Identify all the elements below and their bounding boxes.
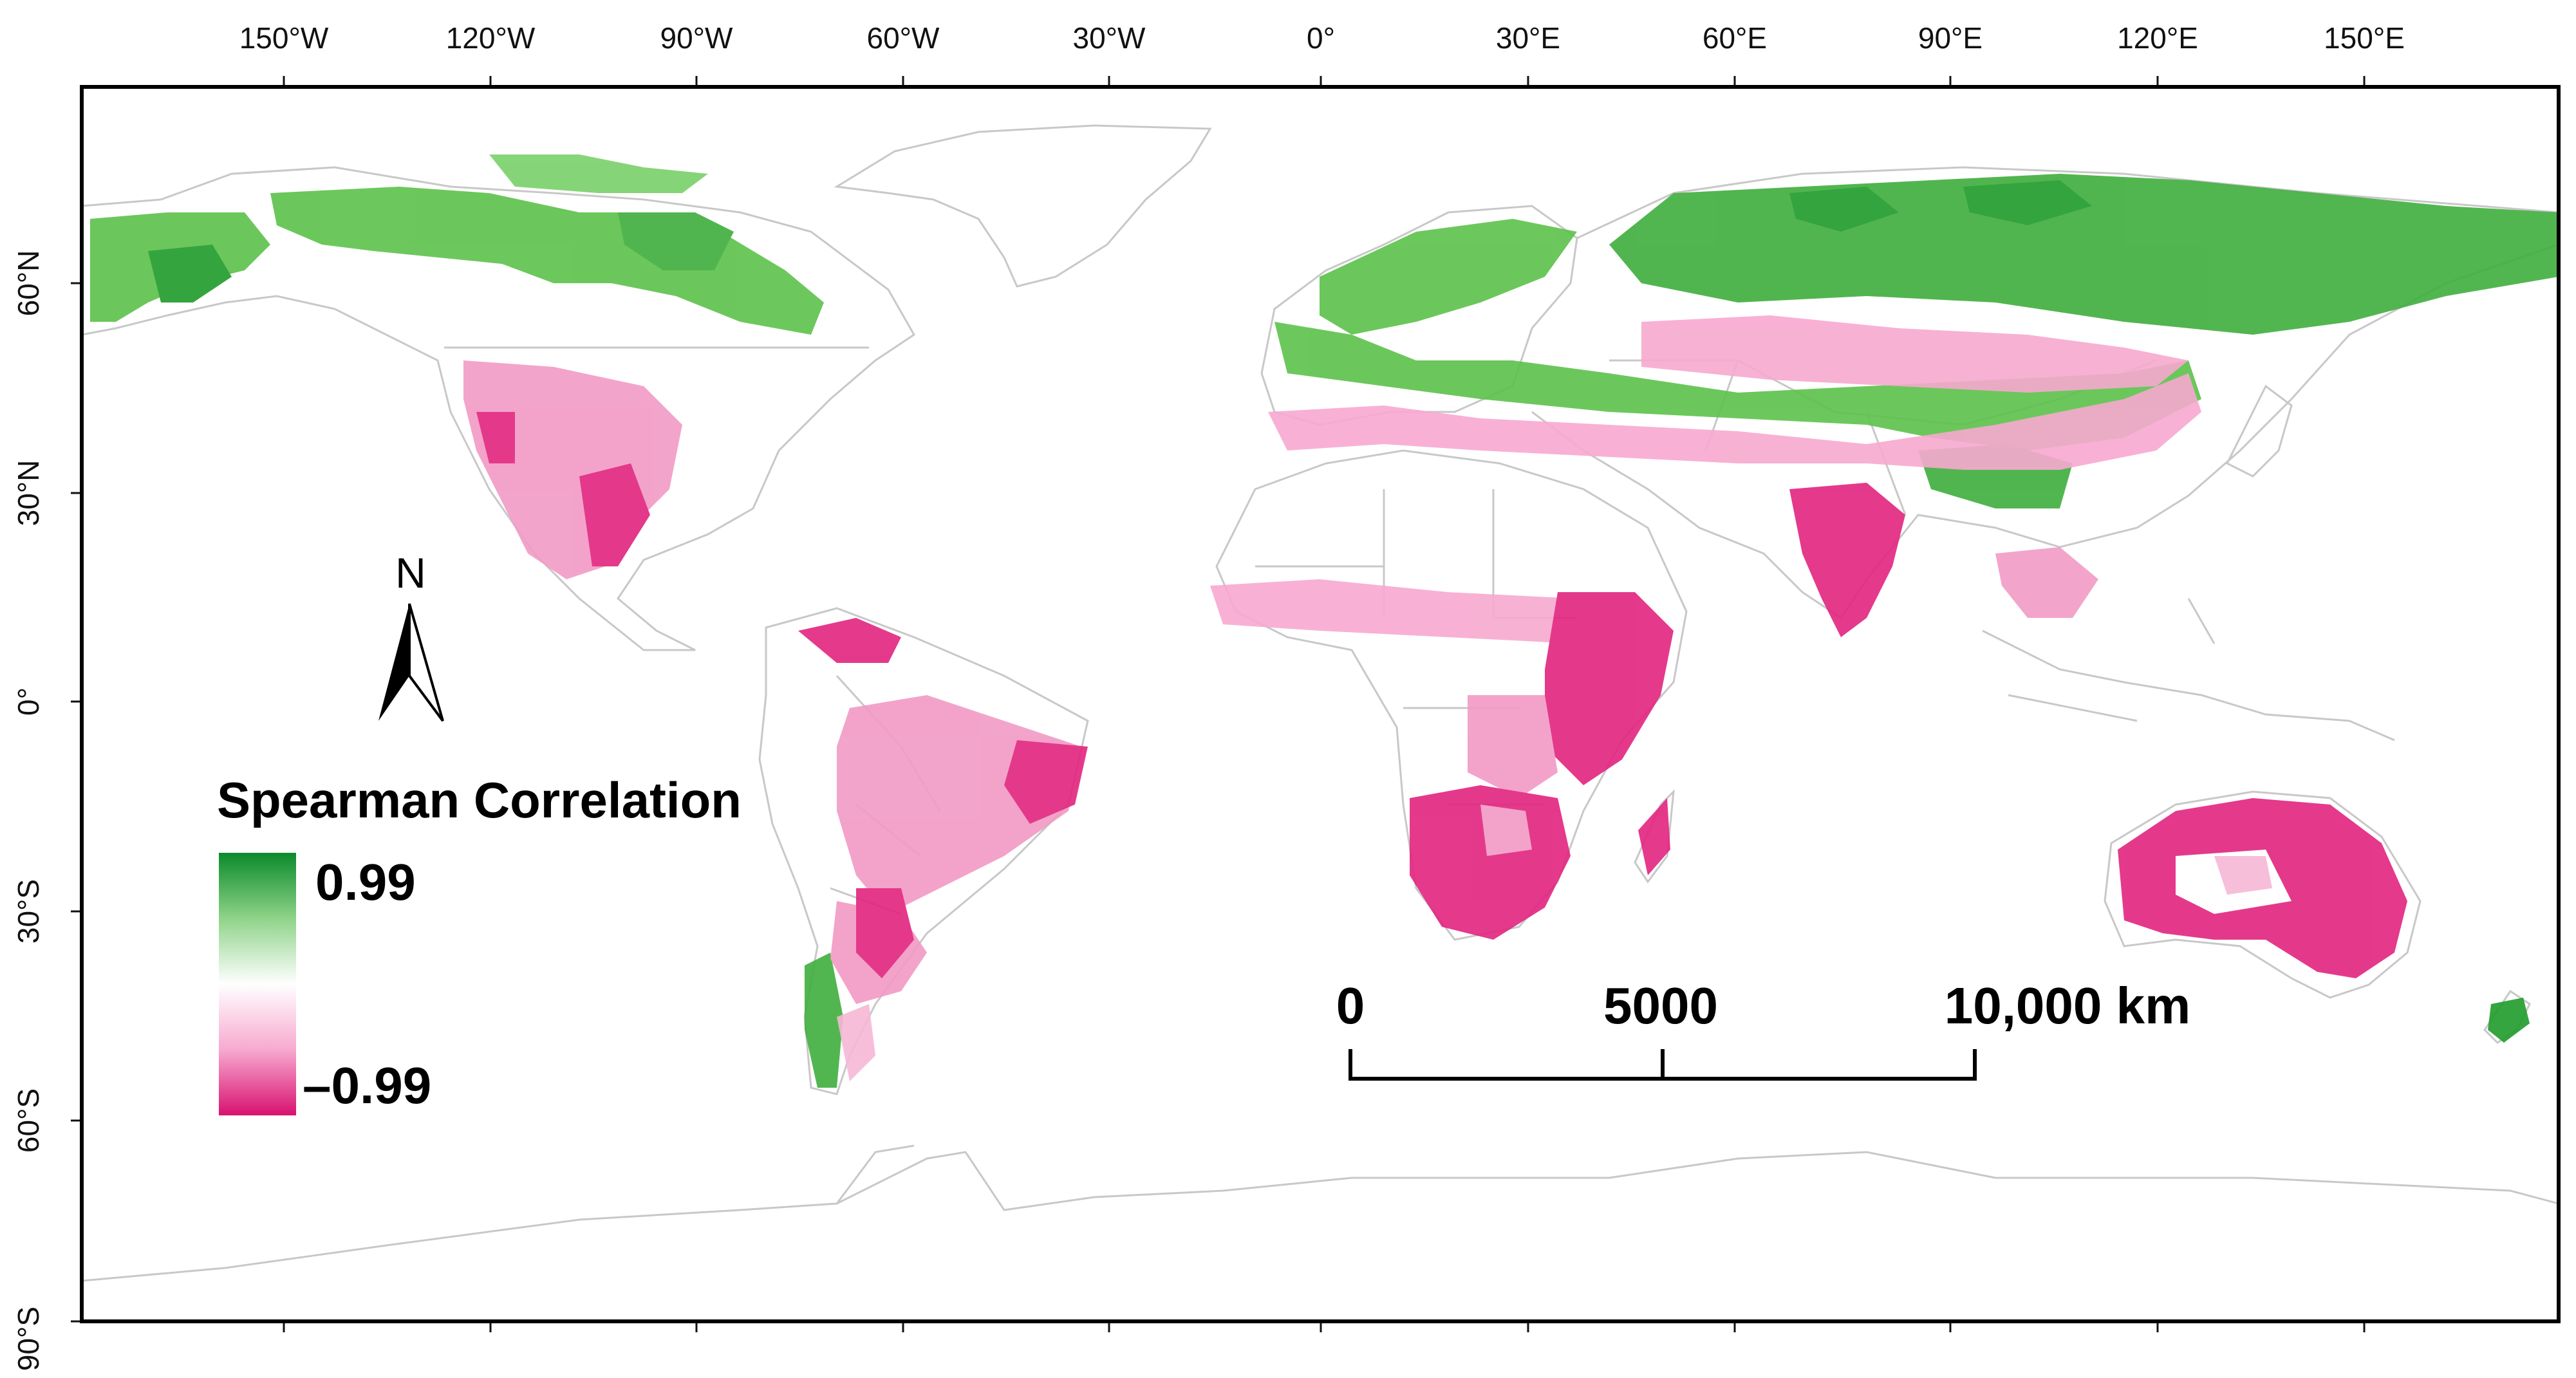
legend-color-bar [219, 853, 296, 1115]
scale-bar-line [1349, 1049, 1977, 1081]
legend-title: Spearman Correlation [217, 772, 742, 828]
lat-tick-label: 0° [12, 687, 45, 716]
longitude-tick-labels: 150°W 120°W 90°W 60°W 30°W 0° 30°E 60°E … [239, 21, 2405, 55]
scale-bar-label: 0 [1336, 977, 1365, 1034]
lon-tick-label: 30°W [1073, 21, 1146, 55]
lon-tick-label: 90°E [1918, 21, 1983, 55]
negative-correlation-regions [463, 315, 2407, 1081]
lat-tick-label: 30°S [12, 879, 45, 944]
legend-min-label: –0.99 [303, 1057, 431, 1114]
lon-tick-label: 30°E [1496, 21, 1560, 55]
legend-max-label: 0.99 [315, 853, 416, 911]
latitude-tick-labels: 60°N 30°N 0° 30°S 60°S 90°S [12, 250, 45, 1372]
country-borders [82, 124, 2559, 1282]
north-arrow: N [378, 549, 444, 722]
lon-tick-label: 120°E [2117, 21, 2198, 55]
map-area [82, 124, 2559, 1282]
legend: Spearman Correlation 0.99 –0.99 [217, 772, 742, 1115]
lat-tick-label: 60°S [12, 1088, 45, 1153]
scale-bar-label: 5000 [1603, 977, 1718, 1034]
positive-correlation-regions [90, 154, 2559, 1088]
north-arrow-letter: N [395, 549, 426, 597]
lat-tick-label: 90°S [12, 1307, 45, 1371]
scale-bar: 0 5000 10,000 km [1336, 977, 2191, 1081]
north-arrow-icon-outline [408, 603, 444, 722]
scale-bar-label: 10,000 km [1945, 977, 2191, 1034]
lon-tick-label: 60°W [867, 21, 940, 55]
lon-tick-label: 90°W [660, 21, 734, 55]
north-arrow-icon [378, 604, 409, 721]
lat-tick-label: 30°N [12, 460, 45, 526]
map-frame [80, 85, 2561, 1323]
lon-tick-label: 150°W [239, 21, 329, 55]
lon-tick-label: 120°W [446, 21, 536, 55]
lon-tick-label: 0° [1307, 21, 1335, 55]
lon-tick-label: 60°E [1703, 21, 1767, 55]
lon-tick-label: 150°E [2324, 21, 2405, 55]
lat-tick-label: 60°N [12, 250, 45, 317]
